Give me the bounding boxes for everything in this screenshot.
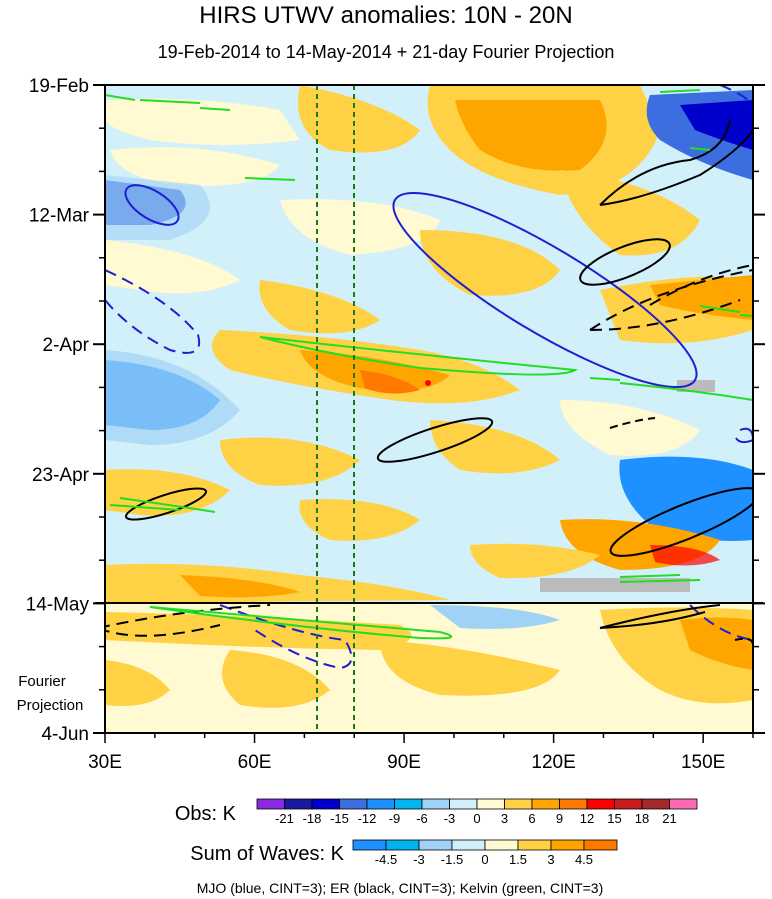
- colorbar-level: 9: [556, 811, 563, 826]
- colorbar-swatch: [451, 839, 486, 851]
- colorbar-level: -6: [416, 811, 428, 826]
- y-tick-label: 4-Jun: [41, 724, 89, 745]
- colorbar-swatch: [586, 798, 615, 810]
- colorbar-swatch: [614, 798, 643, 810]
- projection-label-line2: Projection: [17, 697, 84, 714]
- colorbar-swatch: [550, 839, 585, 851]
- colorbar-swatch: [339, 798, 368, 810]
- colorbar-swatch: [352, 839, 387, 851]
- er-contours: [105, 119, 753, 646]
- colorbar-swatch: [418, 839, 453, 851]
- colorbar-level: -1.5: [441, 852, 463, 867]
- colorbar-level: -3: [444, 811, 456, 826]
- y-tick-label: 2-Apr: [43, 335, 90, 356]
- colorbar-level: 15: [607, 811, 621, 826]
- colorbar-swatch: [421, 798, 450, 810]
- colorbar-level: 0: [481, 852, 488, 867]
- obs-colorbar-label: Obs: K: [175, 803, 237, 825]
- colorbar-level: 21: [662, 811, 676, 826]
- colorbar-level: -21: [275, 811, 294, 826]
- y-tick-label: 19-Feb: [29, 76, 89, 97]
- colorbar-level: -18: [303, 811, 322, 826]
- y-tick-label: 12-Mar: [29, 206, 90, 227]
- chart-subtitle: 19-Feb-2014 to 14-May-2014 + 21-day Four…: [158, 42, 615, 62]
- x-tick-label: 30E: [88, 752, 122, 773]
- kelvin-contours: [105, 89, 753, 640]
- plot-frame: [104, 84, 754, 734]
- y-axis: 19-Feb 12-Mar 2-Apr 23-Apr 14-May 4-Jun: [26, 76, 765, 745]
- colorbar-swatch: [641, 798, 670, 810]
- colorbar-level: 3: [547, 852, 554, 867]
- chart-title: HIRS UTWV anomalies: 10N - 20N: [199, 2, 572, 29]
- projection-label-line1: Fourier: [18, 673, 66, 690]
- colorbar-level: 0: [473, 811, 480, 826]
- colorbar-swatch: [531, 798, 560, 810]
- colorbar-swatch: [669, 798, 698, 810]
- colorbar-swatch: [484, 839, 519, 851]
- x-axis: 30E 60E 90E 120E 150E: [88, 733, 754, 773]
- colorbar-swatch: [311, 798, 340, 810]
- x-tick-label: 90E: [387, 752, 421, 773]
- colorbar-level: -4.5: [375, 852, 397, 867]
- colorbar-swatch: [517, 839, 552, 851]
- colorbar-swatch: [256, 798, 285, 810]
- colorbar-level: 1.5: [509, 852, 527, 867]
- colorbar-level: -9: [389, 811, 401, 826]
- colorbar-level: -15: [330, 811, 349, 826]
- colorbar-swatch: [284, 798, 313, 810]
- colorbar-level: 3: [501, 811, 508, 826]
- colorbar-swatch: [583, 839, 618, 851]
- x-tick-label: 120E: [531, 752, 575, 773]
- colorbar-swatch: [504, 798, 533, 810]
- colorbar-swatch: [476, 798, 505, 810]
- colorbar-level: 12: [580, 811, 594, 826]
- anomaly-field: [105, 85, 753, 733]
- colorbar-level: 6: [528, 811, 535, 826]
- colorbar-level: -3: [413, 852, 425, 867]
- colorbar-level: 18: [635, 811, 649, 826]
- y-tick-label: 23-Apr: [32, 465, 90, 486]
- waves-colorbar-label: Sum of Waves: K: [190, 843, 344, 865]
- y-tick-label: 14-May: [26, 594, 90, 615]
- obs-colorbar: -21 -18 -15 -12 -9 -6 -3 0 3 6 9 12 15 18 21: [256, 798, 698, 826]
- x-tick-label: 150E: [681, 752, 725, 773]
- wave-legend-note: MJO (blue, CINT=3); ER (black, CINT=3); …: [197, 880, 604, 896]
- colorbar-level: 4.5: [575, 852, 593, 867]
- colorbar-swatch: [366, 798, 395, 810]
- colorbar-swatch: [559, 798, 588, 810]
- colorbar-swatch: [385, 839, 420, 851]
- x-tick-label: 60E: [238, 752, 272, 773]
- colorbar-swatch: [394, 798, 423, 810]
- colorbar-swatch: [449, 798, 478, 810]
- mjo-contours: [105, 85, 753, 670]
- waves-colorbar: -4.5 -3 -1.5 0 1.5 3 4.5: [352, 839, 618, 867]
- colorbar-level: -12: [358, 811, 377, 826]
